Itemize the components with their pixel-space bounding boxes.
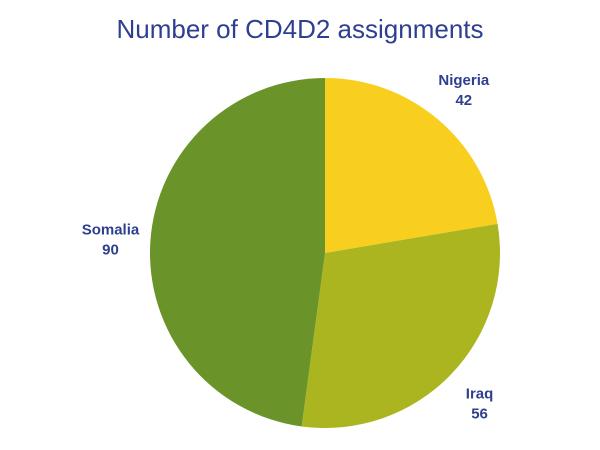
slice-category-label: Somalia (82, 222, 140, 239)
slice-label-somalia: Somalia 90 (82, 222, 140, 259)
chart-title: Number of CD4D2 assignments (116, 14, 484, 44)
pie-labels: Nigeria 42 Iraq 56 Somalia 90 (82, 72, 494, 423)
slice-label-iraq: Iraq 56 (466, 385, 494, 422)
slice-value-label: 56 (471, 405, 488, 422)
slice-label-nigeria: Nigeria 42 (438, 72, 490, 109)
pie-slices (149, 78, 500, 428)
pie-slice-iraq (301, 223, 500, 428)
slice-value-label: 90 (102, 242, 119, 259)
pie-slice-somalia (149, 78, 325, 427)
pie-slice-nigeria (325, 78, 498, 253)
slice-category-label: Nigeria (438, 72, 490, 89)
slice-value-label: 42 (455, 92, 472, 109)
slice-category-label: Iraq (466, 385, 494, 402)
